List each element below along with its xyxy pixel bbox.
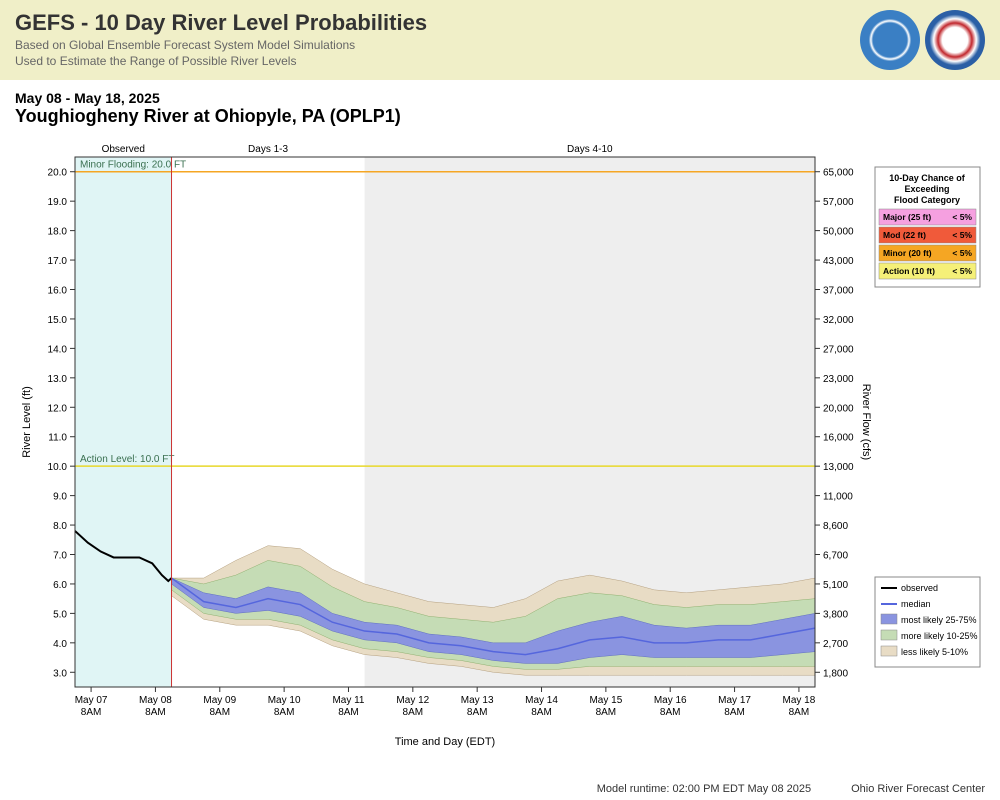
svg-text:16,000: 16,000 [823,433,854,444]
svg-text:8AM: 8AM [403,707,424,718]
svg-text:May 15: May 15 [589,695,622,706]
svg-text:8AM: 8AM [724,707,745,718]
svg-text:15.0: 15.0 [48,315,68,326]
svg-text:River Level (ft): River Level (ft) [21,386,33,458]
svg-text:10.0: 10.0 [48,462,68,473]
svg-text:5,100: 5,100 [823,580,848,591]
svg-text:Time and Day (EDT): Time and Day (EDT) [395,736,495,748]
svg-text:32,000: 32,000 [823,315,854,326]
svg-text:Days 4-10: Days 4-10 [567,144,613,155]
svg-text:6.0: 6.0 [53,580,67,591]
svg-text:River Flow (cfs): River Flow (cfs) [860,384,872,460]
forecast-center: Ohio River Forecast Center [851,783,985,795]
chart-plot: Observed Days 1-3 Days 4-10 Minor Flooding:… [15,137,985,757]
svg-text:12.0: 12.0 [48,403,68,414]
svg-text:May 18: May 18 [783,695,816,706]
svg-text:27,000: 27,000 [823,344,854,355]
svg-text:< 5%: < 5% [952,212,972,222]
svg-text:May 12: May 12 [396,695,429,706]
svg-text:3.0: 3.0 [53,668,67,679]
svg-text:18.0: 18.0 [48,227,68,238]
svg-text:May 14: May 14 [525,695,558,706]
svg-text:Action (10 ft): Action (10 ft) [883,266,935,276]
svg-text:11,000: 11,000 [823,492,853,503]
svg-text:13,000: 13,000 [823,462,854,473]
svg-text:most likely 25-75%: most likely 25-75% [901,615,977,625]
header-band: GEFS - 10 Day River Level Probabilities … [0,0,1000,80]
svg-text:37,000: 37,000 [823,286,854,297]
svg-text:14.0: 14.0 [48,344,68,355]
svg-text:11.0: 11.0 [48,433,67,444]
page-title: GEFS - 10 Day River Level Probabilities [15,10,427,36]
svg-text:9.0: 9.0 [53,492,67,503]
svg-text:20,000: 20,000 [823,403,854,414]
svg-text:less likely 5-10%: less likely 5-10% [901,647,968,657]
svg-text:8AM: 8AM [596,707,617,718]
svg-text:< 5%: < 5% [952,230,972,240]
svg-text:23,000: 23,000 [823,374,854,385]
svg-text:Major (25 ft): Major (25 ft) [883,212,931,222]
svg-text:7.0: 7.0 [53,551,67,562]
svg-text:May 07: May 07 [75,695,108,706]
svg-text:median: median [901,599,931,609]
svg-text:16.0: 16.0 [48,286,68,297]
svg-text:8AM: 8AM [789,707,810,718]
svg-text:Minor (20 ft): Minor (20 ft) [883,248,932,258]
date-range: May 08 - May 18, 2025 [15,90,985,106]
noaa-logo-icon [860,10,920,70]
svg-text:Observed: Observed [102,144,145,155]
svg-text:8AM: 8AM [81,707,102,718]
svg-text:8AM: 8AM [467,707,488,718]
svg-text:2,700: 2,700 [823,639,848,650]
svg-text:< 5%: < 5% [952,248,972,258]
subtitle-1: Based on Global Ensemble Forecast System… [15,38,427,52]
svg-text:observed: observed [901,583,938,593]
logos [860,10,985,70]
svg-text:8AM: 8AM [210,707,231,718]
svg-text:13.0: 13.0 [48,374,68,385]
footer: Model runtime: 02:00 PM EDT May 08 2025 … [597,783,985,795]
svg-text:50,000: 50,000 [823,227,854,238]
svg-text:8AM: 8AM [338,707,359,718]
svg-text:8AM: 8AM [274,707,295,718]
svg-text:17.0: 17.0 [48,256,68,267]
svg-text:May 16: May 16 [654,695,687,706]
svg-text:8AM: 8AM [660,707,681,718]
svg-text:8,600: 8,600 [823,521,848,532]
svg-text:more likely 10-25%: more likely 10-25% [901,631,978,641]
location-title: Youghiogheny River at Ohiopyle, PA (OPLP… [15,106,985,127]
svg-text:Flood Category: Flood Category [894,195,960,205]
svg-text:1,800: 1,800 [823,668,848,679]
svg-text:8AM: 8AM [145,707,166,718]
svg-text:Minor Flooding: 20.0 FT: Minor Flooding: 20.0 FT [80,160,186,171]
svg-text:May 11: May 11 [332,695,364,706]
svg-text:10-Day Chance of: 10-Day Chance of [889,173,966,183]
svg-text:Mod (22 ft): Mod (22 ft) [883,230,926,240]
svg-text:4.0: 4.0 [53,639,67,650]
svg-text:Exceeding: Exceeding [904,184,949,194]
svg-text:8.0: 8.0 [53,521,67,532]
svg-text:65,000: 65,000 [823,168,854,179]
svg-text:43,000: 43,000 [823,256,854,267]
model-runtime: Model runtime: 02:00 PM EDT May 08 2025 [597,783,811,795]
subtitle-2: Used to Estimate the Range of Possible R… [15,54,427,68]
svg-text:May 10: May 10 [268,695,301,706]
svg-text:May 13: May 13 [461,695,494,706]
svg-text:Action Level: 10.0 FT: Action Level: 10.0 FT [80,454,175,465]
svg-text:Days 1-3: Days 1-3 [248,144,288,155]
svg-text:May 09: May 09 [203,695,236,706]
nws-logo-icon [925,10,985,70]
svg-text:20.0: 20.0 [48,168,68,179]
svg-text:< 5%: < 5% [952,266,972,276]
svg-text:3,800: 3,800 [823,609,848,620]
svg-text:May 08: May 08 [139,695,172,706]
svg-text:8AM: 8AM [531,707,552,718]
svg-text:6,700: 6,700 [823,551,848,562]
svg-text:57,000: 57,000 [823,197,854,208]
svg-text:5.0: 5.0 [53,609,67,620]
svg-text:May 17: May 17 [718,695,751,706]
svg-text:19.0: 19.0 [48,197,68,208]
